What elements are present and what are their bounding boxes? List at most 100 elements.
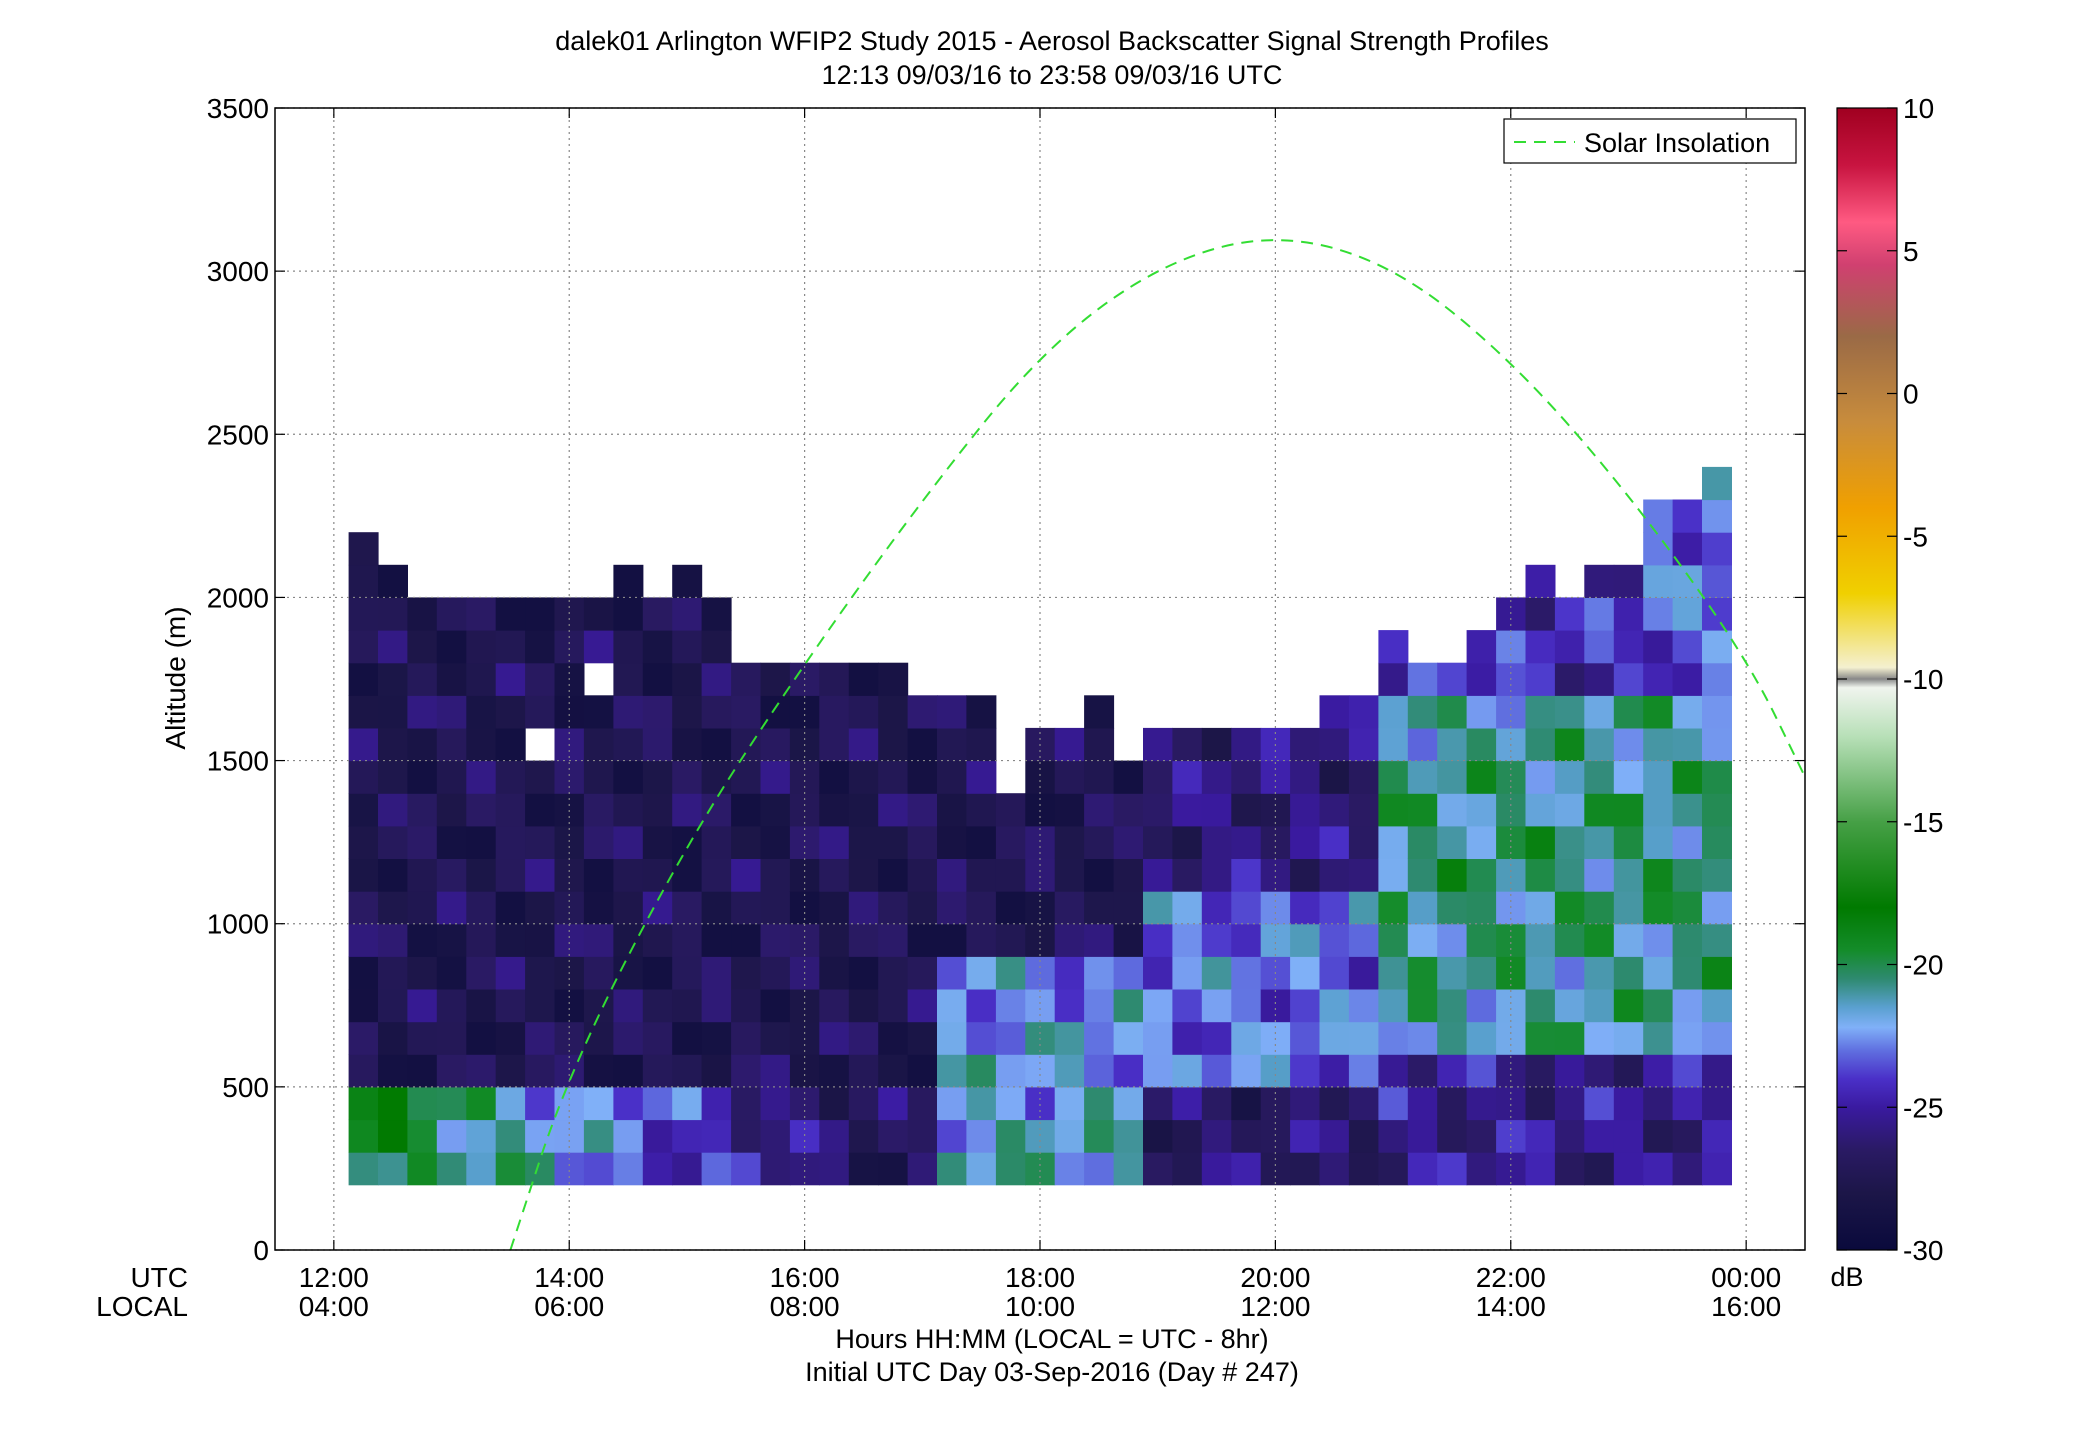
heatmap-cell: [525, 956, 556, 990]
heatmap-cell: [613, 923, 644, 957]
heatmap-cell: [907, 956, 938, 990]
heatmap-cell: [1702, 1152, 1732, 1186]
heatmap-cell: [1554, 793, 1585, 827]
heatmap-cell: [1054, 1152, 1085, 1186]
heatmap-cell: [672, 923, 703, 957]
heatmap-cell: [1672, 499, 1703, 533]
heatmap-cell: [1407, 727, 1438, 762]
heatmap-cell: [348, 1086, 379, 1121]
heatmap-cell: [672, 989, 703, 1023]
heatmap-cell: [1672, 597, 1703, 631]
heatmap-cell: [731, 858, 762, 892]
heatmap-cell: [1378, 1086, 1409, 1121]
heatmap-cell: [407, 1119, 438, 1153]
heatmap-cell: [848, 923, 879, 957]
heatmap-cell: [1702, 532, 1732, 566]
heatmap-cell: [466, 1119, 497, 1153]
heatmap-cell: [1025, 1054, 1056, 1088]
heatmap-cell: [1554, 630, 1585, 664]
heatmap-cell: [1613, 891, 1644, 925]
heatmap-cell: [613, 1086, 644, 1121]
heatmap-cell: [1113, 989, 1144, 1023]
heatmap-cell: [1348, 891, 1379, 925]
heatmap-cell: [1437, 727, 1468, 762]
heatmap-cell: [701, 727, 732, 762]
heatmap-cell: [1054, 760, 1085, 794]
heatmap-cell: [995, 1152, 1026, 1186]
heatmap-cell: [1613, 1021, 1644, 1055]
heatmap-cell: [1290, 891, 1321, 925]
heatmap-cell: [819, 662, 850, 696]
heatmap-cell: [966, 989, 997, 1023]
x-axis: 12:0004:0014:0006:0016:0008:0018:0010:00…: [299, 108, 1781, 1322]
heatmap-cell: [1643, 564, 1674, 598]
heatmap-cell: [731, 1086, 762, 1121]
x-tick-label-utc: 16:00: [770, 1262, 840, 1293]
heatmap-cell: [1084, 695, 1115, 729]
heatmap-cell: [1672, 858, 1703, 892]
heatmap-cell: [554, 760, 585, 794]
heatmap-cell: [1378, 923, 1409, 957]
heatmap-cell: [1466, 630, 1497, 664]
heatmap-cell: [819, 923, 850, 957]
heatmap-cell: [878, 891, 909, 925]
heatmap-cell: [1643, 499, 1674, 533]
heatmap-cell: [436, 1119, 467, 1153]
heatmap-cell: [907, 858, 938, 892]
heatmap-cell: [1407, 695, 1438, 729]
x-axis-label-day: Initial UTC Day 03-Sep-2016 (Day # 247): [805, 1357, 1299, 1387]
heatmap-cell: [701, 1021, 732, 1055]
heatmap-cell: [1554, 1086, 1585, 1121]
heatmap-cell: [907, 1054, 938, 1088]
heatmap-cell: [937, 793, 967, 827]
heatmap-cell: [907, 891, 938, 925]
heatmap-cell: [1054, 891, 1085, 925]
heatmap-cell: [819, 760, 850, 794]
heatmap-cell: [1525, 923, 1556, 957]
heatmap-cell: [1290, 923, 1321, 957]
heatmap-cell: [848, 891, 879, 925]
heatmap-cell: [760, 858, 791, 892]
heatmap-cell: [1584, 1152, 1615, 1186]
heatmap-cell: [1643, 825, 1674, 859]
heatmap-cell: [1525, 793, 1556, 827]
heatmap-cell: [1466, 793, 1497, 827]
heatmap-cell: [1319, 891, 1350, 925]
heatmap-cell: [1319, 858, 1350, 892]
heatmap-cell: [1113, 1152, 1144, 1186]
heatmap-cell: [1643, 760, 1674, 794]
heatmap-cell: [1525, 1152, 1556, 1186]
heatmap-cell: [407, 793, 438, 827]
heatmap-cell: [1084, 891, 1115, 925]
heatmap-cell: [525, 1086, 556, 1121]
heatmap-cell: [407, 630, 438, 664]
heatmap-cell: [1025, 1152, 1056, 1186]
heatmap-cell: [731, 760, 762, 794]
heatmap-cell: [348, 989, 379, 1023]
heatmap-cell: [525, 1152, 556, 1186]
heatmap-cell: [672, 1152, 703, 1186]
heatmap-cell: [378, 695, 408, 729]
heatmap-cell: [583, 858, 614, 892]
heatmap-cell: [937, 1054, 967, 1088]
heatmap-cell: [583, 793, 614, 827]
heatmap-cell: [672, 662, 703, 696]
heatmap-cell: [613, 793, 644, 827]
heatmap-cell: [701, 858, 732, 892]
heatmap-cell: [1407, 1086, 1438, 1121]
heatmap-cell: [466, 662, 497, 696]
heatmap-cell: [1643, 1119, 1674, 1153]
heatmap-cell: [348, 956, 379, 990]
heatmap-cell: [407, 1086, 438, 1121]
heatmap-cell: [466, 793, 497, 827]
heatmap-cell: [672, 630, 703, 664]
heatmap-cell: [378, 891, 408, 925]
y-tick-label: 500: [222, 1072, 269, 1103]
heatmap-cell: [789, 989, 820, 1023]
heatmap-cell: [378, 662, 408, 696]
heatmap-cell: [1290, 760, 1321, 794]
heatmap-cell: [1525, 695, 1556, 729]
heatmap-cell: [789, 858, 820, 892]
heatmap-cell: [348, 662, 379, 696]
heatmap-cell: [378, 760, 408, 794]
